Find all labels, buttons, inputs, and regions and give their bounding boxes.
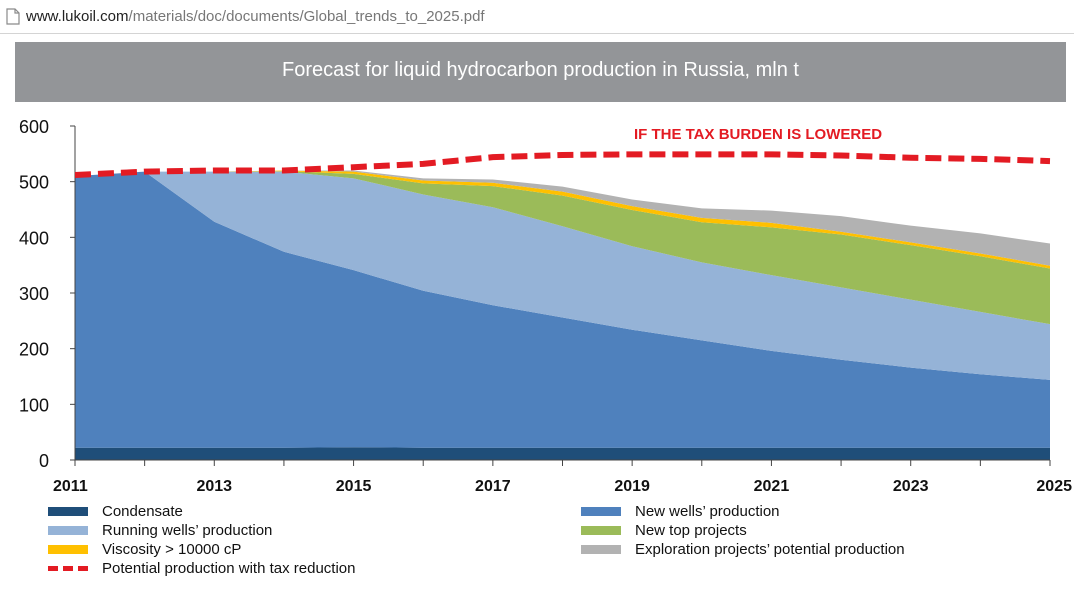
page-icon [6, 8, 20, 25]
x-tick-label: 2021 [754, 478, 790, 495]
y-tick-label: 300 [19, 284, 49, 304]
axes [70, 125, 1051, 466]
area-layers [75, 170, 1050, 460]
url-text[interactable]: www.lukoil.com/materials/doc/documents/G… [26, 8, 485, 25]
address-bar[interactable]: www.lukoil.com/materials/doc/documents/G… [0, 0, 1074, 34]
area-new-top-projects [75, 171, 1050, 325]
chart-title: Forecast for liquid hydrocarbon producti… [15, 42, 1066, 102]
x-tick-label: 2025 [1036, 478, 1072, 495]
y-tick-label: 200 [19, 340, 49, 360]
x-tick-label: 2019 [614, 478, 650, 495]
area-exploration-projects-potential-production [75, 170, 1050, 266]
url-path: /materials/doc/documents/Global_trends_t… [128, 8, 485, 25]
tick-labels: 0 100 200 300 400 500 600 2011 2013 2015 2017 2019 2… [19, 117, 1072, 495]
y-tick-label: 500 [19, 173, 49, 193]
y-tick-label: 400 [19, 228, 49, 248]
area-running-wells-production [75, 171, 1050, 380]
potential-production-line [74, 151, 1051, 178]
y-tick-label: 600 [19, 117, 49, 137]
y-tick-label: 0 [39, 451, 49, 471]
area-new-wells-production [75, 171, 1050, 448]
x-tick-label: 2011 [53, 478, 88, 495]
x-tick-label: 2013 [196, 478, 232, 495]
area-condensate [75, 447, 1050, 460]
tax-annotation: IF THE TAX BURDEN IS LOWERED [634, 126, 882, 143]
x-tick-label: 2017 [475, 478, 511, 495]
url-domain: www.lukoil.com [26, 8, 129, 25]
x-tick-label: 2015 [336, 478, 372, 495]
x-tick-label: 2023 [893, 478, 929, 495]
y-tick-label: 100 [19, 395, 49, 415]
